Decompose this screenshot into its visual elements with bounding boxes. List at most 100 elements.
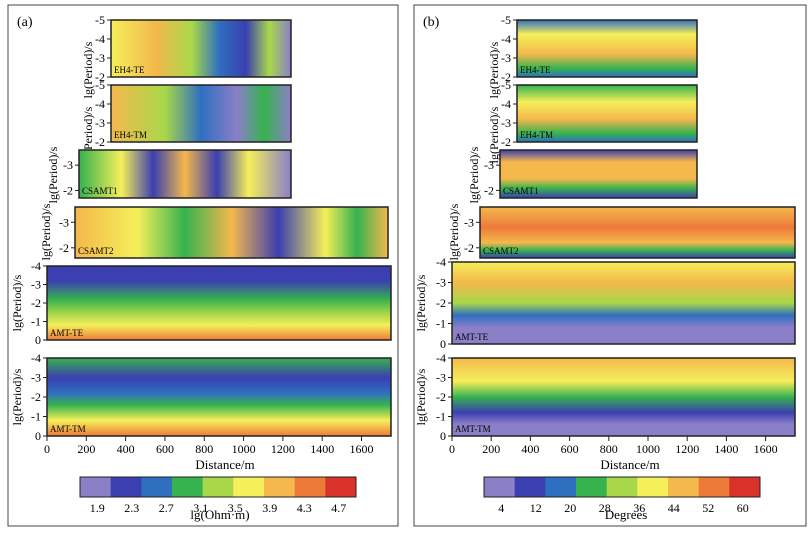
y-tick-label: -1 xyxy=(31,315,41,329)
y-tick-label: -2 xyxy=(59,241,69,255)
panel-a-frame xyxy=(7,4,399,527)
subplot-csamt1: -3 -2 CSAMT1 lg(Period)/s xyxy=(46,146,292,203)
x-tick-label: 800 xyxy=(600,442,618,456)
x-tick-label: 1600 xyxy=(350,442,374,456)
colorbar-swatch xyxy=(576,477,608,497)
y-tick-label: -4 xyxy=(95,97,105,111)
y-tick-label: -4 xyxy=(436,351,446,365)
y-tick-label: -3 xyxy=(464,215,474,229)
colorbar-tick-label: 1.9 xyxy=(90,501,105,515)
subplot-eh4-te: -5 -4 -3 -2 EH4-TE lg(Period)/s xyxy=(81,13,292,98)
y-tick-label: -3 xyxy=(436,371,446,385)
heatmap-amt-tm xyxy=(451,357,796,437)
colorbar-swatch xyxy=(514,477,546,497)
heatmap-amt-te xyxy=(46,265,392,341)
colorbar-swatch xyxy=(606,477,638,497)
colorbar-swatch xyxy=(172,477,204,497)
x-tick-label: 1000 xyxy=(636,442,660,456)
colorbar-tick-label: 44 xyxy=(668,501,680,515)
colorbar-tick-label: 52 xyxy=(702,501,714,515)
y-tick-label: -2 xyxy=(95,70,105,84)
colorbar-tick-label: 60 xyxy=(737,501,749,515)
subplot-csamt1: -3 -2 CSAMT1 lg(Period)/s xyxy=(467,146,698,203)
subplot-amt-tm: -4 -3 -2 -1 0 AMT-TM lg(Period)/s xyxy=(414,351,796,443)
colorbar-swatch xyxy=(668,477,700,497)
colorbar: 4 12 20 28 36 44 52 60 xyxy=(483,476,761,515)
y-axis-label: lg(Period)/s xyxy=(46,146,60,203)
panel-b-letter: (b) xyxy=(423,15,440,30)
colorbar-swatch xyxy=(698,477,730,497)
y-tick-label: 0 xyxy=(440,337,446,351)
y-tick-label: -2 xyxy=(95,135,105,149)
subplot-label: CSAMT2 xyxy=(78,246,114,256)
y-tick-label: -3 xyxy=(31,371,41,385)
subplot-label: EH4-TE xyxy=(114,65,145,75)
heatmap-csamt1 xyxy=(78,149,292,199)
panel-b-colorbar-label: Degrees xyxy=(605,507,648,522)
y-tick-label: -5 xyxy=(95,78,105,92)
y-tick-label: -3 xyxy=(95,116,105,130)
y-tick-label: -4 xyxy=(31,351,41,365)
subplot-csamt2: -3 -2 CSAMT2 lg(Period)/s xyxy=(447,203,796,260)
colorbar-swatch xyxy=(637,477,669,497)
panel-a-letter: (a) xyxy=(17,15,33,30)
x-tick-label: 1600 xyxy=(754,442,778,456)
colorbar-swatch xyxy=(325,477,357,497)
subplot-label: AMT-TE xyxy=(50,328,84,338)
x-tick-label: 1400 xyxy=(310,442,334,456)
y-tick-label: -4 xyxy=(501,32,511,46)
colorbar-swatch xyxy=(294,477,326,497)
colorbar-tick-label: 28 xyxy=(599,501,611,515)
colorbar-swatch xyxy=(110,477,142,497)
subplot-label: CSAMT1 xyxy=(82,186,118,196)
subplot-amt-tm: -4 -3 -2 -1 0 AMT-TM lg(Period)/s xyxy=(10,351,392,443)
y-tick-label: 0 xyxy=(35,429,41,443)
y-axis-label: lg(Period)/s xyxy=(467,146,481,203)
heatmap-csamt2 xyxy=(74,206,389,259)
subplot-amt-te: -4 -3 -2 -1 0 AMT-TE lg(Period)/s xyxy=(10,259,392,347)
panel-b-xlabel: Distance/m xyxy=(600,457,659,472)
y-tick-label: -2 xyxy=(436,390,446,404)
y-tick-label: -2 xyxy=(31,296,41,310)
y-axis-label: lg(Period)/s xyxy=(414,274,428,331)
y-tick-label: -3 xyxy=(59,215,69,229)
y-tick-label: -4 xyxy=(436,255,446,269)
y-tick-label: -2 xyxy=(436,296,446,310)
colorbar-swatch xyxy=(484,477,516,497)
colorbar-tick-label: 3.5 xyxy=(228,501,243,515)
y-tick-label: -4 xyxy=(31,259,41,273)
y-axis-label: lg(Period)/s xyxy=(447,203,461,260)
y-tick-label: 0 xyxy=(35,333,41,347)
x-tick-label: 200 xyxy=(482,442,500,456)
y-tick-label: -1 xyxy=(436,317,446,331)
y-tick-label: -2 xyxy=(501,70,511,84)
y-tick-label: -3 xyxy=(484,158,494,172)
x-tick-label: 600 xyxy=(156,442,174,456)
colorbar-tick-label: 4 xyxy=(498,501,504,515)
y-tick-label: -1 xyxy=(436,410,446,424)
panel-b-frame xyxy=(413,4,807,527)
y-axis-label: lg(Period)/s xyxy=(10,274,24,331)
y-tick-label: 0 xyxy=(440,429,446,443)
subplot-label: EH4-TE xyxy=(520,65,551,75)
y-tick-label: -3 xyxy=(501,51,511,65)
x-tick-label: 200 xyxy=(77,442,95,456)
heatmap-csamt2 xyxy=(479,206,796,259)
y-tick-label: -3 xyxy=(31,278,41,292)
colorbar-swatch xyxy=(202,477,234,497)
heatmap-amt-te xyxy=(451,261,796,345)
y-tick-label: -4 xyxy=(501,97,511,111)
colorbar-tick-label: 36 xyxy=(633,501,645,515)
subplot-eh4-te: -5 -4 -3 -2 EH4-TE lg(Period)/s xyxy=(487,13,698,98)
colorbar-swatch xyxy=(80,477,112,497)
x-tick-label: 400 xyxy=(521,442,539,456)
y-tick-label: -3 xyxy=(95,51,105,65)
y-tick-label: -2 xyxy=(31,390,41,404)
panel-a-xlabel: Distance/m xyxy=(195,457,254,472)
x-tick-label: 1200 xyxy=(271,442,295,456)
colorbar-tick-label: 20 xyxy=(564,501,576,515)
colorbar: 1.9 2.3 2.7 3.1 3.5 3.9 4.3 4.7 xyxy=(79,476,357,515)
